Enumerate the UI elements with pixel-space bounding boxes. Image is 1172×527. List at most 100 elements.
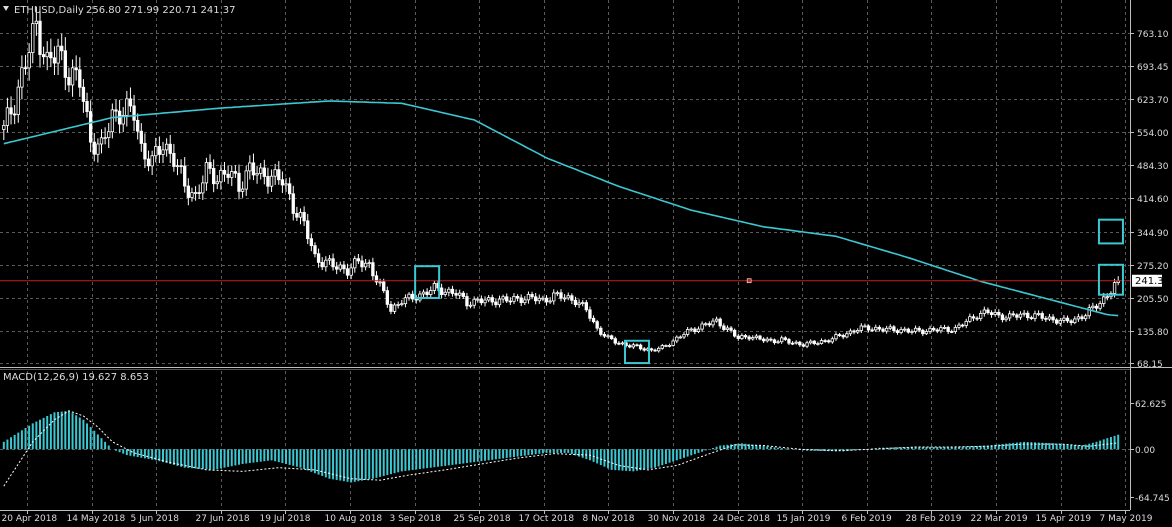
candle-body [667,344,672,347]
time-tick-label: 19 Jul 2018 [260,514,311,524]
candle-body [1022,312,1026,315]
candle-body [772,339,777,344]
macd-tick-label: -64.745 [1135,494,1170,504]
candle-body [776,341,780,344]
candle-body [233,171,238,174]
price-tick-label: 344.90 [1137,229,1169,239]
macd-panel[interactable]: 62.625 0.00 -64.745 MACD(12,26,9) 19.627 8… [0,371,1170,509]
candle-body [251,162,256,176]
price-tick-label: 135.80 [1137,328,1169,338]
candle-body [910,331,914,333]
candle-body [852,330,856,333]
candle-body [23,67,28,70]
candle-body [1112,282,1117,294]
candle-body [638,344,643,350]
candle-body [81,86,86,102]
candle-body [1058,319,1062,324]
candle-body [986,309,990,314]
candle-body [454,293,458,296]
candle-body [458,292,462,296]
candle-body [790,342,795,345]
candle-body [306,220,310,240]
candle-body [685,329,690,335]
candle-body [121,114,125,125]
candle-body [161,149,165,155]
candle-body [107,131,111,139]
candle-body [675,336,679,342]
candle-body [378,281,382,284]
candle-body [989,312,994,315]
candle-body [562,297,567,300]
candle-body [848,330,853,335]
candle-body [1051,316,1055,321]
candle-body [56,45,60,64]
candle-body [67,77,71,86]
time-tick-label: 30 Nov 2018 [648,514,706,524]
candle-body [110,109,115,133]
candlestick-series [2,6,1120,353]
candle-body [892,326,896,331]
candle-body [573,299,578,306]
candle-body [722,325,726,330]
candle-body [175,165,180,168]
candle-body [45,51,49,58]
highlight-box [414,265,441,300]
candle-body [1011,313,1015,316]
candle-body [1062,317,1066,321]
candle-body [613,338,617,344]
candle-body [356,258,361,262]
candle-body [1076,316,1081,320]
candle-body [957,324,961,328]
candle-body [201,182,205,194]
candle-body [877,326,882,330]
candle-body [968,316,972,322]
candle-body [168,143,172,154]
candle-body [823,340,827,342]
line-anchor[interactable] [746,278,752,284]
collapse-triangle-icon[interactable] [3,6,9,11]
candle-body [103,137,107,140]
candle-body [215,181,219,185]
candle-body [211,168,216,185]
candle-body [707,323,712,326]
time-tick-label: 17 Oct 2018 [519,514,575,524]
candle-body [92,141,96,155]
candle-body [689,328,693,331]
candle-body [747,336,751,340]
candle-body [12,113,17,116]
candle-body [508,300,513,303]
candle-body [407,293,411,299]
time-tick-label: 20 Apr 2018 [2,514,58,524]
candle-body [740,335,744,339]
candle-body [530,294,534,298]
candle-body [164,143,169,151]
candle-body [353,258,357,269]
candle-body [465,296,469,307]
candle-body [400,303,404,306]
candle-body [154,146,158,157]
candle-body [443,291,447,295]
candle-body [834,334,838,340]
candle-body [913,327,918,332]
candle-body [295,213,299,218]
candle-body [856,330,860,333]
candle-body [982,309,986,314]
candle-body [20,67,24,88]
candle-body [758,335,762,340]
candle-body [74,67,78,71]
candle-body [754,335,759,338]
candle-body [628,345,632,348]
candle-body [664,345,668,347]
candle-body [335,266,339,270]
candle-body [1102,296,1106,304]
candle-body [34,20,39,25]
price-tick-label: 275.20 [1137,262,1169,272]
candle-body [114,109,118,112]
candle-body [660,345,664,349]
price-panel[interactable]: 763.10 693.45 623.70 554.00 484.30 414.60 344.… [0,0,1170,370]
candle-body [389,303,393,312]
ohlc-values: 256.80 271.99 220.71 241.37 [86,5,236,16]
candle-body [599,327,603,335]
